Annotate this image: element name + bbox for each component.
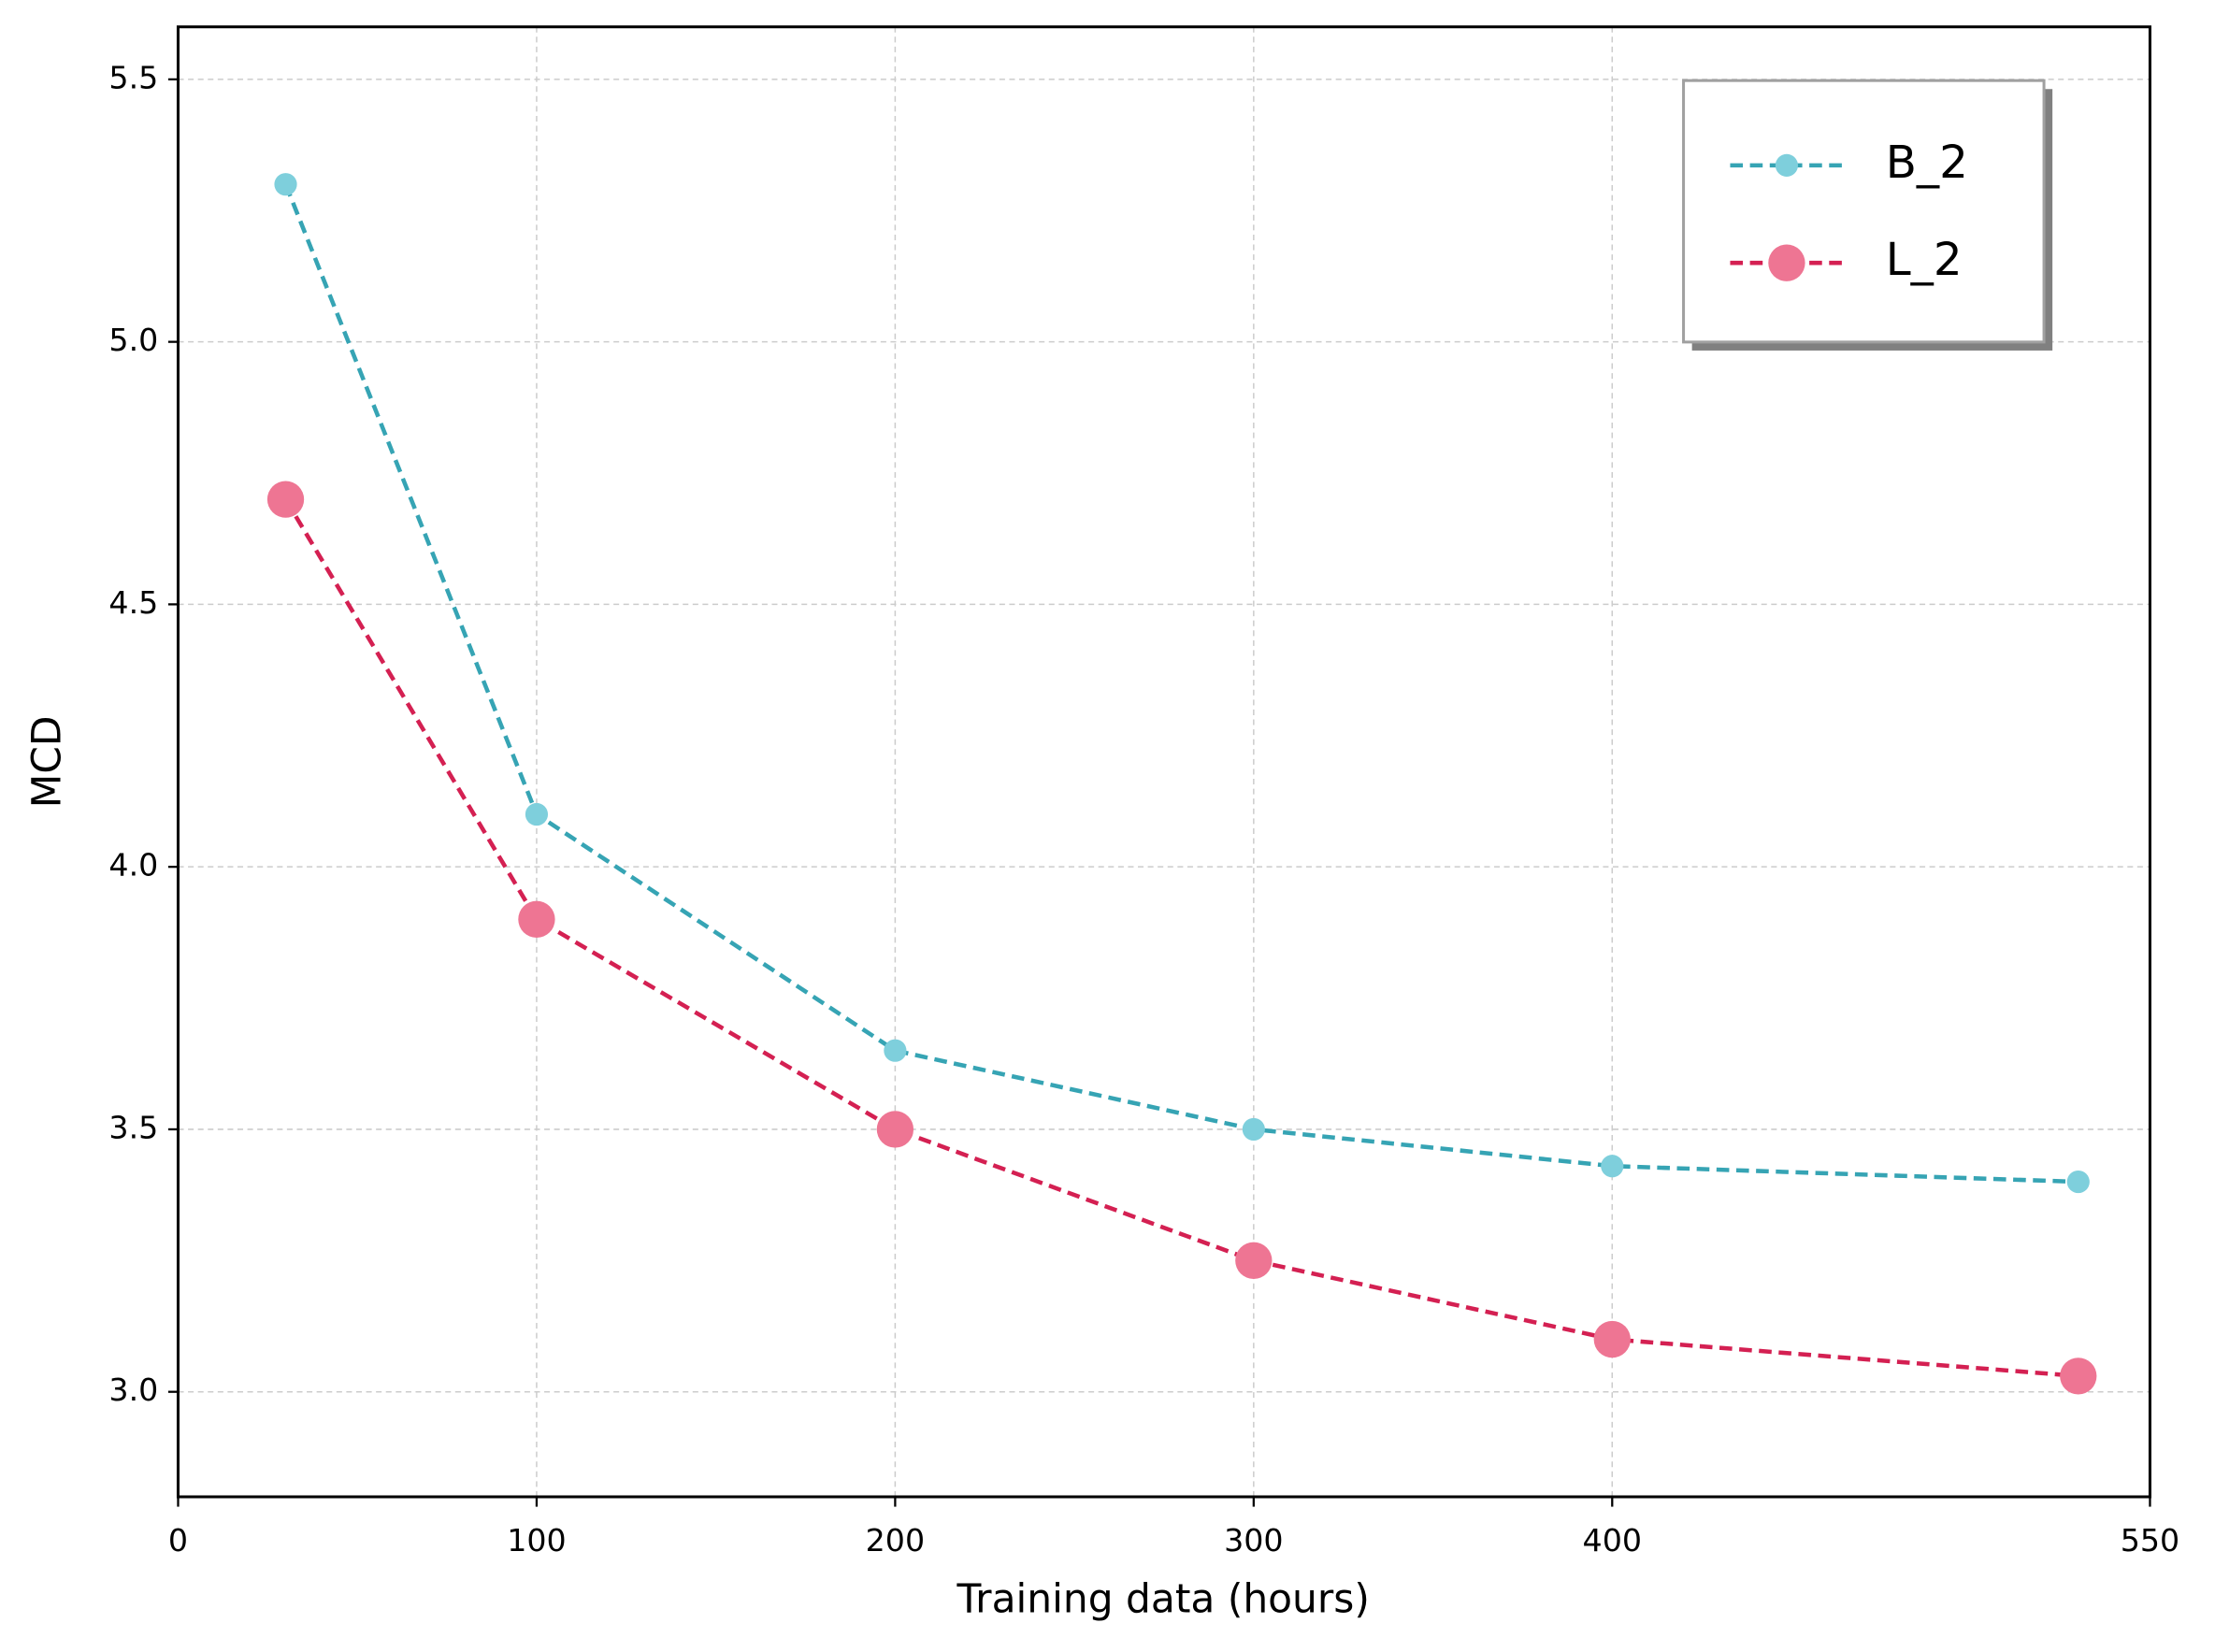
x-tick-label: 300 (1224, 1522, 1283, 1559)
y-tick-label: 3.0 (108, 1372, 158, 1408)
data-point (1601, 1155, 1624, 1178)
legend-marker (1775, 153, 1799, 177)
series-line (283, 497, 2078, 1379)
y-tick-label: 3.5 (108, 1109, 158, 1145)
y-axis-label: MCD (23, 716, 69, 809)
data-point (2066, 1170, 2090, 1194)
data-point (1593, 1320, 1631, 1358)
data-point (884, 1039, 907, 1062)
plot-frame (176, 25, 2151, 1499)
y-tick-label: 4.5 (108, 584, 158, 621)
data-point (876, 1111, 914, 1148)
x-tick-label: 550 (2121, 1522, 2179, 1559)
x-axis-label: Training data (hours) (956, 1575, 1370, 1621)
data-point (1235, 1242, 1273, 1279)
x-tick-label: 0 (168, 1522, 188, 1559)
legend-marker (1768, 244, 1805, 281)
data-point (1242, 1117, 1265, 1142)
y-tick-label: 5.0 (108, 322, 158, 358)
data-point (274, 173, 297, 196)
series-line (283, 183, 2078, 1185)
x-tick-label: 200 (866, 1522, 925, 1559)
y-tick-label: 5.5 (108, 59, 158, 95)
legend-label: L_2 (1886, 234, 1963, 286)
legend-label: B_2 (1886, 136, 1968, 189)
x-tick-label: 400 (1583, 1522, 1642, 1559)
data-point (518, 900, 555, 938)
data-point (525, 802, 549, 826)
data-point (266, 481, 305, 518)
y-tick-label: 4.0 (108, 847, 158, 883)
data-point (2060, 1358, 2097, 1395)
legend-box (1682, 79, 2046, 344)
x-tick-label: 100 (507, 1522, 566, 1559)
